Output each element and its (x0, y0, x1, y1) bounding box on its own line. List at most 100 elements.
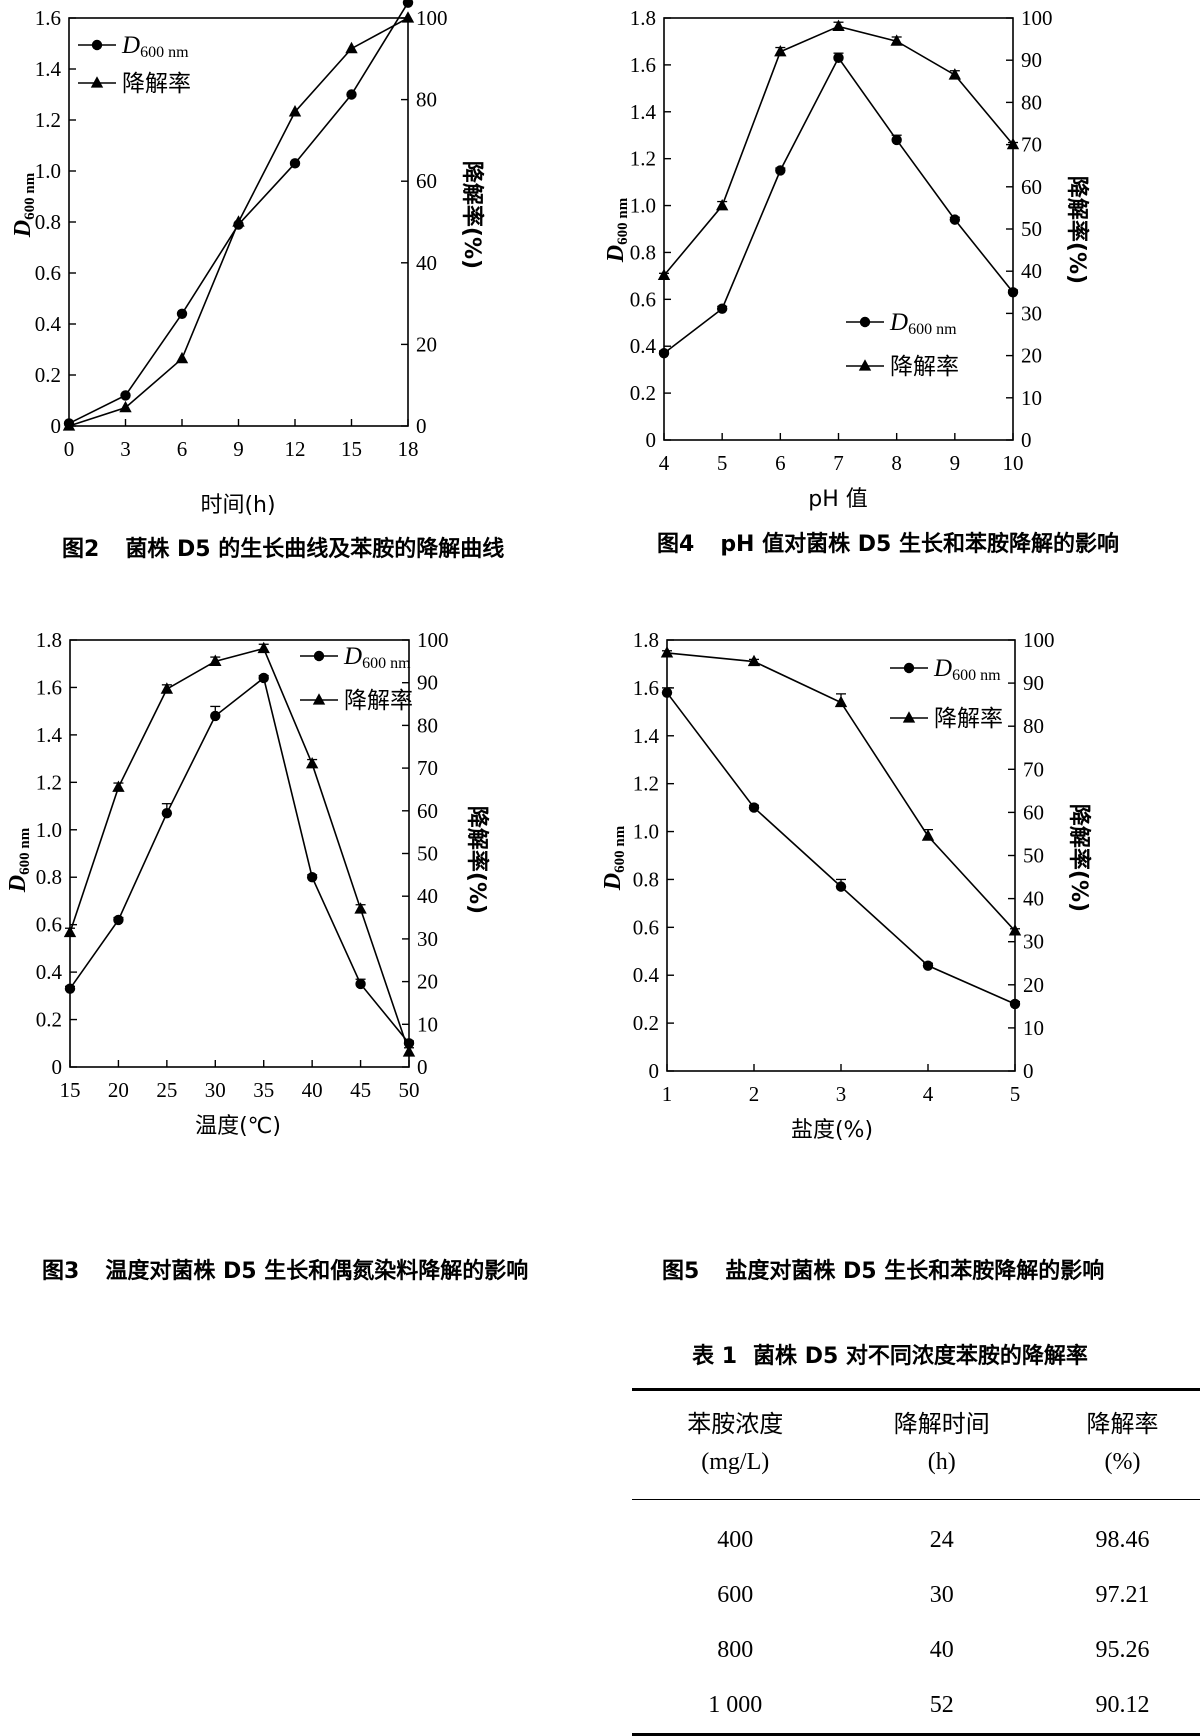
y-right-tick-label: 20 (417, 970, 438, 994)
y-right-tick-label: 60 (416, 169, 437, 193)
data-point (834, 695, 848, 708)
x-tick-label: 4 (659, 451, 670, 475)
y-right-tick-label: 10 (1021, 386, 1042, 410)
y-right-tick-label: 70 (417, 756, 438, 780)
data-point (175, 351, 189, 364)
data-point (402, 1045, 416, 1057)
x-tick-label: 5 (1010, 1082, 1021, 1106)
data-point (835, 881, 847, 892)
caption-fig3: 图3 温度对菌株 D5 生长和偶氮染料降解的影响 (42, 1253, 528, 1285)
y-right-tick-label: 20 (1021, 344, 1042, 368)
data-point (658, 348, 670, 359)
y-right-tick-label: 80 (417, 713, 438, 737)
y-left-tick-label: 1.4 (36, 723, 63, 747)
data-point (209, 654, 222, 666)
plot-fig3: 15 20 25 30 35 40 45 5000.20.40.60.81.01.21.41.… (5, 628, 490, 1139)
legend-label-0: D600 nm (933, 655, 1001, 684)
x-tick-label: 20 (108, 1078, 129, 1102)
caption-fig5: 图5 盐度对菌株 D5 生长和苯胺降解的影响 (662, 1253, 1104, 1285)
table-cell: 400 (717, 1527, 754, 1553)
data-point (62, 419, 76, 431)
caption-fig5-number: 图5 (662, 1259, 700, 1284)
y-right-tick-label: 100 (416, 6, 448, 30)
data-point (161, 807, 173, 819)
y-left-tick-label: 1.0 (630, 194, 656, 218)
y-left-tick-label: 0 (52, 1055, 63, 1079)
data-point (345, 41, 358, 54)
y-left-tick-label: 1.4 (633, 724, 660, 748)
table-cell: 40 (929, 1637, 954, 1663)
data-point (1009, 998, 1021, 1010)
y-right-tick-label: 20 (1023, 973, 1044, 997)
y-right-tick-label: 0 (1023, 1059, 1034, 1083)
y-right-tick-label: 30 (1023, 930, 1044, 954)
legend: D600 nm 降解率 (78, 32, 191, 97)
y-right-tick-label: 80 (1021, 90, 1042, 114)
x-tick-label: 45 (350, 1078, 371, 1102)
x-axis-label: 盐度(%) (791, 1118, 873, 1143)
data-point (660, 646, 674, 658)
y-left-tick-label: 1.2 (633, 772, 659, 796)
data-point (715, 198, 729, 211)
caption-fig4: 图4 pH 值对菌株 D5 生长和苯胺降解的影响 (657, 526, 1119, 558)
series-d600 (64, 672, 415, 1049)
legend-label-1: 降解率 (934, 706, 1003, 732)
table-title-number: 表 1 (692, 1344, 738, 1369)
data-point (774, 44, 787, 57)
data-point (63, 925, 77, 938)
figure-3: 15 20 25 30 35 40 45 50 0 0.2 0.4 0.6 0.8 1.0 1.2 1.4 1.… (0, 0, 600, 1240)
x-axis-label: 温度(℃) (195, 1114, 281, 1139)
y-left-tick-label: 1.0 (633, 820, 659, 844)
y-right-tick-label: 40 (416, 251, 437, 275)
legend: D600 nm 降解率 (846, 309, 959, 380)
y-right-tick-label: 90 (1023, 671, 1044, 695)
x-tick-label: 3 (120, 437, 131, 461)
caption-fig2: 图2 菌株 D5 的生长曲线及苯胺的降解曲线 (62, 531, 504, 563)
table-header-rate: 降解率 (%) (1086, 1410, 1159, 1475)
y-left-axis-label: D600 nm (5, 827, 33, 893)
y-right-tick-label: 0 (1021, 428, 1032, 452)
data-point (748, 802, 760, 813)
y-right-axis-label: 降解率(%) (464, 806, 490, 914)
y-left-tick-label: 0.8 (35, 210, 61, 234)
y-right-tick-label: 20 (416, 332, 437, 356)
data-point (661, 687, 673, 698)
legend-label-0: D600 nm (343, 643, 411, 672)
data-point (119, 400, 132, 413)
data-point (288, 105, 302, 117)
figure-2: 0 3 6 9 12 15 18 0 0.2 0.4 0.6 0.8 1.0 1.2 1.4 1.6 0 20 40… (0, 0, 600, 530)
series-degradation-rate (657, 19, 1020, 281)
series-degradation-rate (62, 11, 415, 431)
series-degradation-rate (660, 646, 1022, 936)
y-right-tick-label: 40 (417, 884, 438, 908)
legend: D600 nm 降解率 (890, 655, 1003, 732)
table-row: 600 30 97.21 (632, 1568, 1200, 1623)
chart-fig2: 0 3 6 9 12 15 1800.20.40.60.81.01.21.41.602040… (10, 0, 485, 518)
y-left-tick-label: 1.6 (630, 53, 656, 77)
y-right-axis-label: 降解率(%) (459, 161, 485, 269)
y-right-tick-label: 90 (417, 671, 438, 695)
y-right-tick-label: 0 (417, 1055, 428, 1079)
y-left-tick-label: 0.4 (633, 963, 660, 987)
x-tick-label: 0 (64, 437, 75, 461)
y-left-tick-label: 1.8 (36, 628, 62, 652)
y-left-tick-label: 0 (51, 414, 62, 438)
y-right-tick-label: 50 (1023, 844, 1044, 868)
y-left-axis-label: D600 nm (603, 197, 631, 263)
y-left-tick-label: 1.2 (630, 147, 656, 171)
data-point (922, 960, 934, 971)
y-left-axis-label: D600 nm (600, 825, 628, 891)
data-point (716, 303, 728, 314)
y-right-tick-label: 60 (417, 799, 438, 823)
y-left-tick-label: 1.8 (633, 628, 659, 652)
data-point (258, 672, 269, 684)
data-point (257, 641, 270, 654)
x-tick-label: 2 (749, 1082, 760, 1106)
x-tick-label: 25 (156, 1078, 177, 1102)
chart-fig3: 15 20 25 30 35 40 45 5000.20.40.60.81.01.21.41.… (5, 628, 490, 1139)
table-cell: 24 (929, 1527, 954, 1553)
x-tick-label: 40 (302, 1078, 323, 1102)
figure-4: 4 5 6 7 8 9 10 0 0.2 0.4 0.6 0.8 1.0 1.2 1.4 1.6 1.8 0 10 2… (0, 0, 1200, 530)
y-left-tick-label: 0.2 (630, 381, 656, 405)
series-line (666, 692, 1016, 1005)
